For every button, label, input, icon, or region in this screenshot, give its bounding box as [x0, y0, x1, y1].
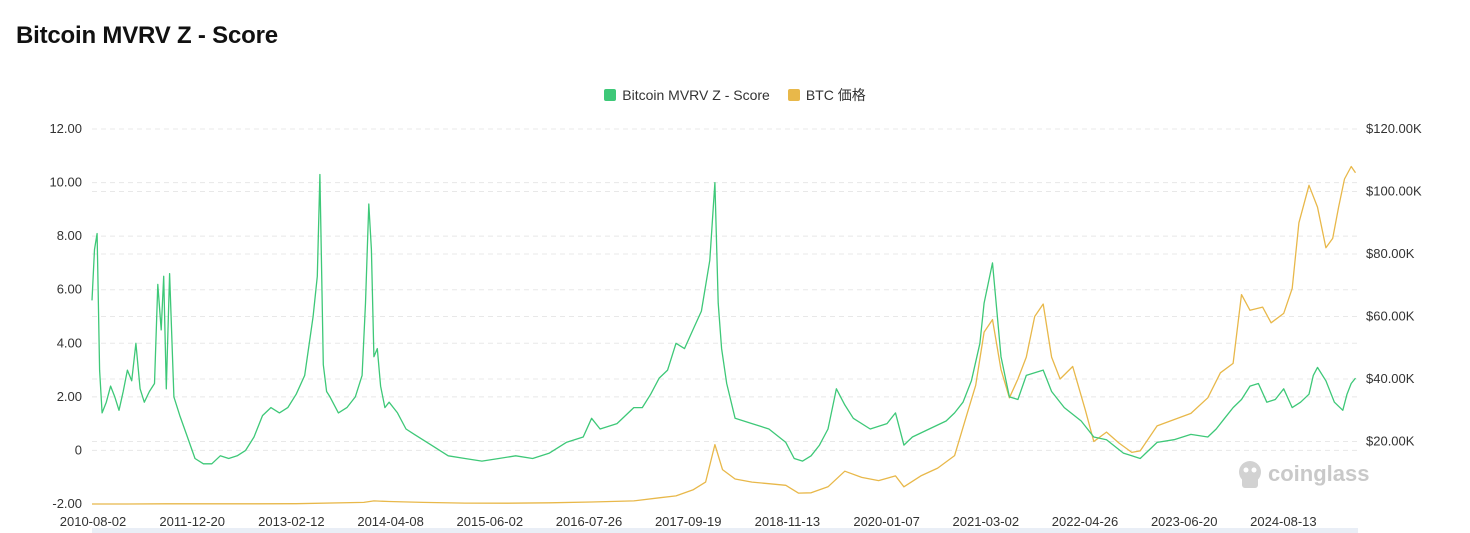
- y-left-tick-label: 10.00: [49, 175, 82, 190]
- x-tick-label: 2022-04-26: [1052, 514, 1119, 529]
- x-tick-label: 2017-09-19: [655, 514, 722, 529]
- legend-item-price[interactable]: BTC 価格: [787, 85, 866, 105]
- x-tick-label: 2016-07-26: [556, 514, 623, 529]
- y-right-tick-label: $40.00K: [1366, 371, 1415, 386]
- y-left-tick-label: 2.00: [57, 389, 82, 404]
- x-axis-band: [92, 528, 1358, 533]
- y-left-tick-label: 8.00: [57, 228, 82, 243]
- x-tick-label: 2011-12-20: [159, 514, 225, 529]
- x-tick-label: 2023-06-20: [1151, 514, 1218, 529]
- x-tick-label: 2014-04-08: [357, 514, 424, 529]
- x-tick-label: 2020-01-07: [853, 514, 920, 529]
- x-tick-label: 2015-06-02: [457, 514, 524, 529]
- x-tick-label: 2013-02-12: [258, 514, 325, 529]
- x-tick-label: 2010-08-02: [60, 514, 127, 529]
- x-tick-label: 2021-03-02: [953, 514, 1020, 529]
- legend-label-price: BTC 価格: [805, 87, 866, 103]
- y-left-tick-label: 12.00: [49, 121, 82, 136]
- coinglass-logo-icon: [1239, 461, 1261, 488]
- watermark-text: coinglass: [1268, 461, 1369, 486]
- legend-swatch-price: [787, 89, 800, 101]
- y-right-tick-label: $60.00K: [1366, 309, 1415, 324]
- legend-label-mvrv: Bitcoin MVRV Z - Score: [622, 87, 770, 103]
- legend-item-mvrv[interactable]: Bitcoin MVRV Z - Score: [604, 85, 770, 105]
- series-line-btc-price: [92, 165, 1357, 505]
- x-tick-label: 2024-08-13: [1250, 514, 1317, 529]
- chart-title: Bitcoin MVRV Z - Score: [16, 22, 278, 49]
- watermark: coinglass: [1239, 461, 1369, 488]
- grid-lines: [92, 128, 1358, 451]
- x-axis: 2010-08-02 2011-12-20 2013-02-12 2014-04-08…: [60, 514, 1317, 529]
- y-left-tick-label: 6.00: [57, 282, 82, 297]
- y-right-tick-label: $100.00K: [1366, 184, 1422, 199]
- y-left-tick-label: -2.00: [52, 496, 82, 511]
- y-left-tick-label: 0: [75, 442, 82, 457]
- chart-legend: Bitcoin MVRV Z - Score BTC 価格: [0, 85, 1470, 105]
- y-left-tick-label: 4.00: [57, 335, 82, 350]
- y-axis-left: 12.00 10.00 8.00 6.00 4.00 2.00 0 -2.00: [49, 121, 82, 511]
- y-axis-right: $120.00K $100.00K $80.00K $60.00K $40.00K $20…: [1366, 121, 1422, 449]
- x-tick-label: 2018-11-13: [755, 514, 821, 529]
- legend-swatch-mvrv: [604, 89, 617, 101]
- y-right-tick-label: $80.00K: [1366, 246, 1415, 261]
- y-right-tick-label: $20.00K: [1366, 434, 1415, 449]
- series-layer: [91, 165, 1357, 505]
- y-right-tick-label: $120.00K: [1366, 121, 1422, 136]
- series-line-mvrv-z-score: [91, 173, 1357, 465]
